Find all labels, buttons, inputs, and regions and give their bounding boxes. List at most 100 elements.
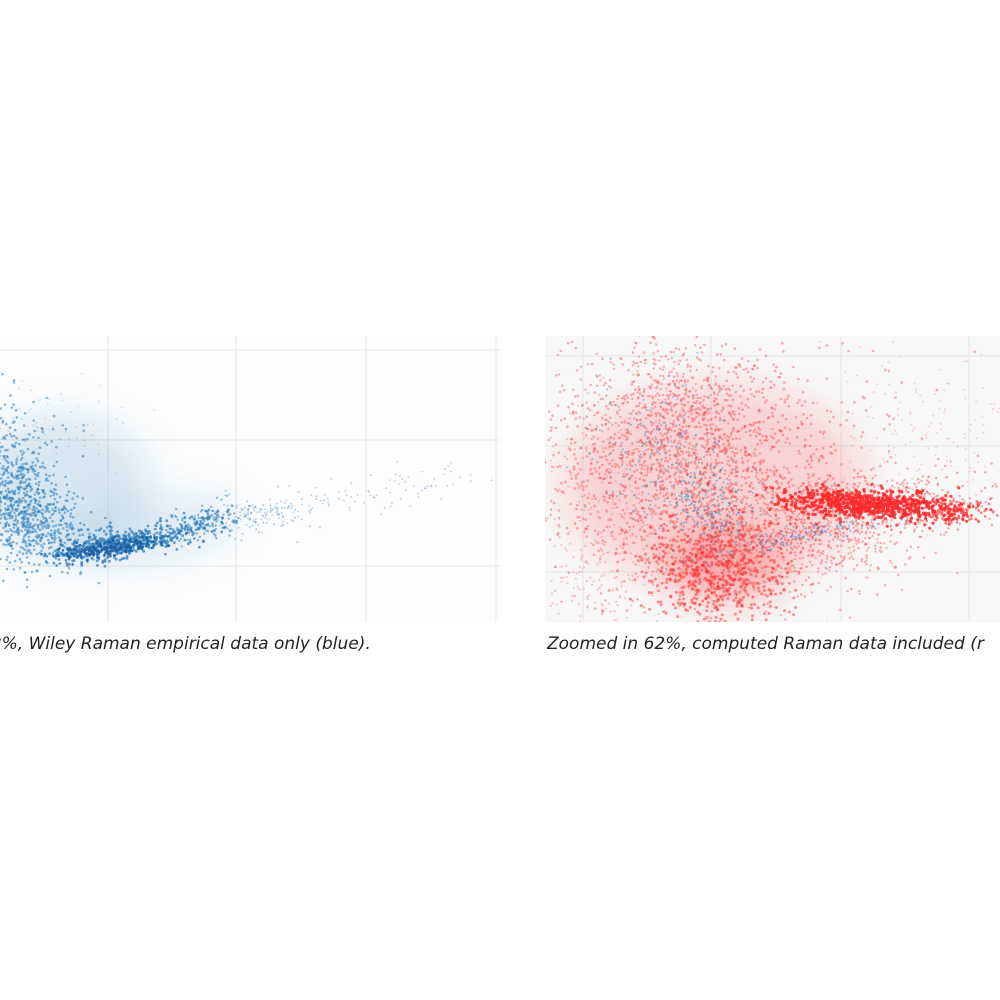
data-point — [763, 565, 767, 569]
data-point — [22, 525, 25, 529]
data-point — [839, 533, 842, 536]
data-point — [694, 593, 698, 597]
data-point — [596, 460, 599, 464]
data-point — [195, 532, 199, 535]
data-point — [348, 506, 351, 509]
data-point — [642, 442, 646, 446]
data-point — [23, 539, 27, 543]
data-point — [642, 424, 646, 427]
data-point — [830, 452, 834, 455]
data-point — [801, 556, 804, 559]
data-point — [9, 481, 13, 485]
data-point — [818, 346, 821, 350]
data-point — [102, 547, 105, 550]
data-point — [72, 491, 76, 495]
data-point — [573, 594, 576, 598]
data-point — [703, 423, 706, 426]
data-point — [221, 517, 224, 520]
data-point — [323, 494, 326, 496]
data-point — [864, 537, 867, 540]
data-point — [839, 423, 842, 427]
data-point — [639, 471, 642, 474]
data-point — [202, 527, 205, 530]
data-point — [55, 453, 58, 455]
data-point — [790, 559, 793, 563]
data-point — [669, 401, 673, 404]
data-point — [655, 494, 658, 497]
data-point — [9, 503, 12, 507]
data-point — [574, 346, 578, 350]
data-point — [677, 348, 681, 351]
data-point — [0, 500, 2, 504]
data-point — [698, 402, 701, 405]
data-point — [280, 525, 283, 528]
data-point — [712, 392, 716, 395]
data-point — [720, 571, 724, 575]
data-point — [732, 598, 736, 602]
data-point — [261, 531, 263, 534]
data-point — [222, 527, 226, 530]
data-point — [681, 431, 684, 434]
data-point — [4, 524, 7, 527]
data-point — [758, 420, 762, 424]
data-point — [794, 554, 798, 557]
data-point — [666, 437, 669, 440]
data-point — [173, 541, 176, 544]
data-point — [614, 465, 617, 469]
data-point — [655, 343, 658, 346]
data-point — [759, 461, 763, 464]
data-point — [652, 552, 655, 556]
data-point — [752, 364, 756, 367]
data-point — [775, 480, 779, 483]
data-point — [698, 437, 702, 440]
data-point — [730, 495, 734, 499]
data-point — [2, 465, 5, 468]
data-point — [24, 528, 27, 531]
data-point — [67, 445, 70, 448]
data-point — [56, 500, 59, 504]
data-point — [676, 482, 679, 486]
data-point — [631, 532, 634, 536]
data-point — [8, 517, 12, 520]
data-point — [691, 496, 694, 499]
data-point — [145, 539, 149, 543]
data-point — [673, 382, 676, 385]
data-point — [14, 514, 18, 518]
data-point — [766, 474, 770, 478]
data-point — [689, 364, 692, 368]
data-point — [618, 436, 622, 439]
data-point — [264, 508, 267, 511]
data-point — [695, 368, 699, 372]
data-point — [281, 514, 284, 517]
data-point — [19, 465, 23, 469]
data-point — [311, 507, 314, 509]
data-point — [110, 545, 114, 549]
data-point — [727, 533, 731, 537]
data-point — [758, 410, 761, 413]
data-point — [113, 554, 117, 557]
data-point — [749, 558, 752, 562]
data-point — [698, 506, 701, 509]
data-point — [146, 545, 150, 549]
data-point — [726, 597, 730, 600]
data-point — [620, 433, 624, 436]
data-point — [758, 527, 761, 531]
data-point — [44, 560, 48, 564]
data-point — [743, 426, 746, 429]
data-point — [48, 474, 51, 478]
data-point — [694, 344, 697, 347]
data-point — [0, 517, 3, 520]
data-point — [710, 499, 714, 502]
data-point — [764, 354, 768, 358]
data-point — [36, 526, 40, 530]
data-point — [706, 431, 709, 435]
data-point — [207, 508, 210, 511]
data-point — [35, 490, 38, 494]
data-point — [649, 394, 652, 398]
data-point — [599, 592, 603, 595]
data-point — [12, 434, 16, 438]
data-point — [638, 401, 642, 405]
data-point — [723, 446, 727, 449]
data-point — [716, 402, 720, 406]
data-point — [92, 423, 95, 426]
